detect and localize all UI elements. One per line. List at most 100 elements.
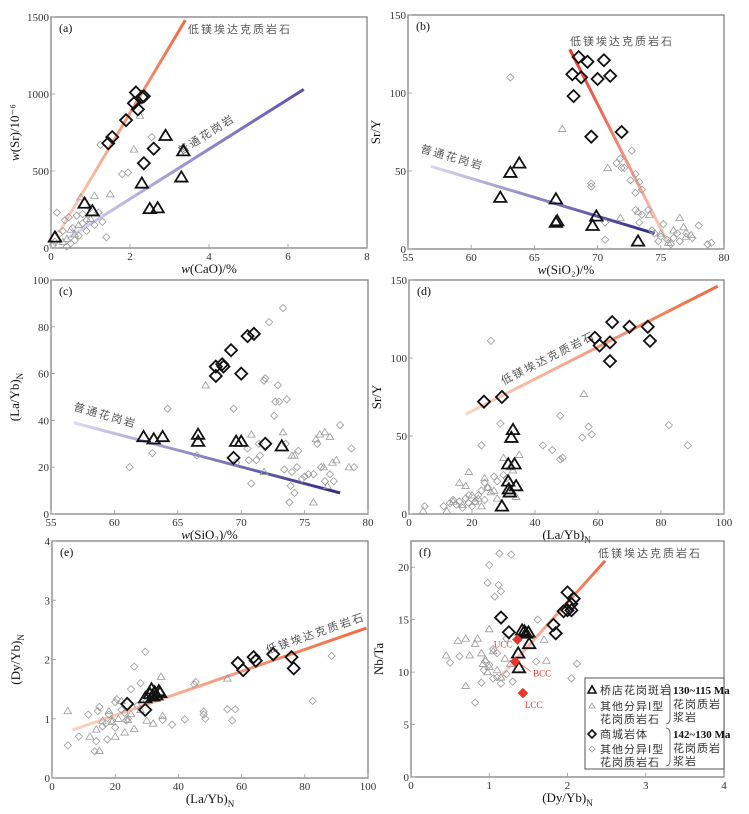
triangle-light-point (85, 214, 96, 222)
y-tick-label: 0 (45, 773, 51, 785)
reference-point (517, 687, 529, 699)
x-tick-label: 0 (408, 780, 414, 792)
triangle-light-point (679, 222, 689, 231)
diamond-bold-point (208, 368, 224, 384)
legend-diamond-light-icon (588, 745, 596, 753)
x-tick-label: 80 (299, 781, 311, 793)
series-triangle-light (201, 380, 354, 506)
reference-point (509, 656, 521, 667)
diamond-light-point (92, 737, 101, 746)
triangle-light-point (656, 229, 666, 237)
legend-label-line2: 花岗质岩石 (600, 755, 660, 769)
triangle-light-point (201, 380, 211, 389)
triangle-light-point (76, 192, 86, 201)
diamond-light-point (486, 336, 496, 346)
triangle-light-point (91, 725, 101, 733)
triangle-bold-point (502, 484, 518, 498)
legend-triangle-light-icon (588, 702, 596, 709)
diamond-light-point (477, 678, 486, 687)
y-tick-label: 1500 (27, 12, 50, 24)
diamond-light-point (637, 185, 647, 194)
triangle-light-point (259, 467, 269, 475)
y-tick-label: 150 (391, 275, 408, 287)
diamond-light-point (688, 233, 697, 243)
diamond-light-point (297, 474, 307, 484)
x-tick-label: 2 (127, 251, 133, 263)
diamond-light-point (584, 422, 593, 431)
triangle-light-point (461, 634, 471, 642)
diamond-light-point (681, 229, 691, 238)
diamond-light-point (180, 715, 189, 724)
diamond-bold-point (548, 626, 564, 641)
diamond-light-point (612, 159, 621, 168)
triangle-bold-point (588, 208, 605, 222)
granite-trend-line (66, 88, 305, 241)
triangle-bold-point (134, 175, 150, 189)
legend: 桥店花岗斑岩其他分异I型花岗质岩石商城岩体其他分异I型花岗质岩石130~115 … (584, 677, 731, 770)
x-tick-label: 6 (285, 251, 291, 263)
diamond-light-point (74, 732, 84, 741)
x-tick-label: 80 (656, 517, 668, 529)
triangle-light-point (508, 465, 518, 474)
y-tick-label: 150 (390, 10, 407, 22)
x-tick-label: 3 (643, 780, 649, 792)
diamond-light-point (280, 465, 289, 474)
diamond-bold-point (146, 141, 161, 156)
diamond-bold-point (119, 696, 135, 712)
diamond-light-point (70, 236, 79, 245)
legend-group-desc-line2: 浆岩 (673, 754, 697, 768)
triangle-light-point (126, 709, 136, 718)
triangle-light-point (344, 462, 354, 471)
diamond-light-point (675, 237, 684, 246)
triangle-bold-point (518, 625, 534, 639)
y-tick-label: 500 (33, 166, 50, 178)
triangle-light-point (320, 427, 330, 436)
triangle-bold-point (157, 127, 174, 141)
diamond-light-point (673, 229, 682, 238)
triangle-light-point (615, 213, 625, 221)
diamond-bold-point (265, 646, 281, 662)
legend-bracket (665, 727, 671, 767)
y-tick-label: 20 (398, 562, 410, 574)
diamond-light-point (223, 705, 232, 714)
x-tick-label: 80 (719, 252, 731, 264)
diamond-light-point (247, 479, 256, 488)
diamond-bold-point (130, 102, 146, 117)
triangle-light-point (142, 716, 152, 724)
diamond-light-point (117, 169, 127, 179)
diamond-bold-point (566, 88, 581, 104)
triangle-light-point (246, 430, 256, 438)
diamond-light-point (508, 677, 517, 686)
diamond-light-point (273, 381, 283, 390)
adakite-trend-line (465, 284, 719, 416)
triangle-light-point (476, 501, 486, 510)
triangle-light-point (94, 746, 104, 754)
triangle-light-point (603, 163, 613, 171)
diamond-light-point (654, 237, 663, 246)
x-tick-label: 75 (299, 517, 311, 529)
diamond-light-point (320, 477, 330, 486)
triangle-bold-point (173, 169, 190, 183)
granite-trend-line (73, 421, 341, 495)
series-triangle-bold (47, 127, 192, 243)
diamond-light-point (532, 657, 541, 666)
diamond-light-point (78, 209, 87, 219)
triangle-light-point (484, 624, 494, 633)
diamond-bold-point (494, 389, 510, 405)
diamond-light-point (538, 441, 548, 450)
diamond-light-point (201, 714, 210, 723)
diamond-light-point (485, 560, 494, 570)
diamond-bold-point (235, 662, 251, 678)
diamond-bold-point (565, 67, 580, 82)
diamond-light-point (349, 463, 359, 472)
diamond-light-point (558, 453, 567, 463)
diamond-light-point (635, 177, 644, 187)
y-tick-label: 50 (395, 166, 407, 178)
legend-label: 其他分异I型 (600, 699, 664, 713)
series-triangle-light (557, 124, 696, 246)
adakite-trend-line (72, 626, 367, 732)
diamond-light-point (483, 578, 492, 588)
triangle-light-point (483, 483, 493, 491)
diamond-bold-point (604, 314, 620, 330)
diamond-light-point (199, 707, 208, 716)
